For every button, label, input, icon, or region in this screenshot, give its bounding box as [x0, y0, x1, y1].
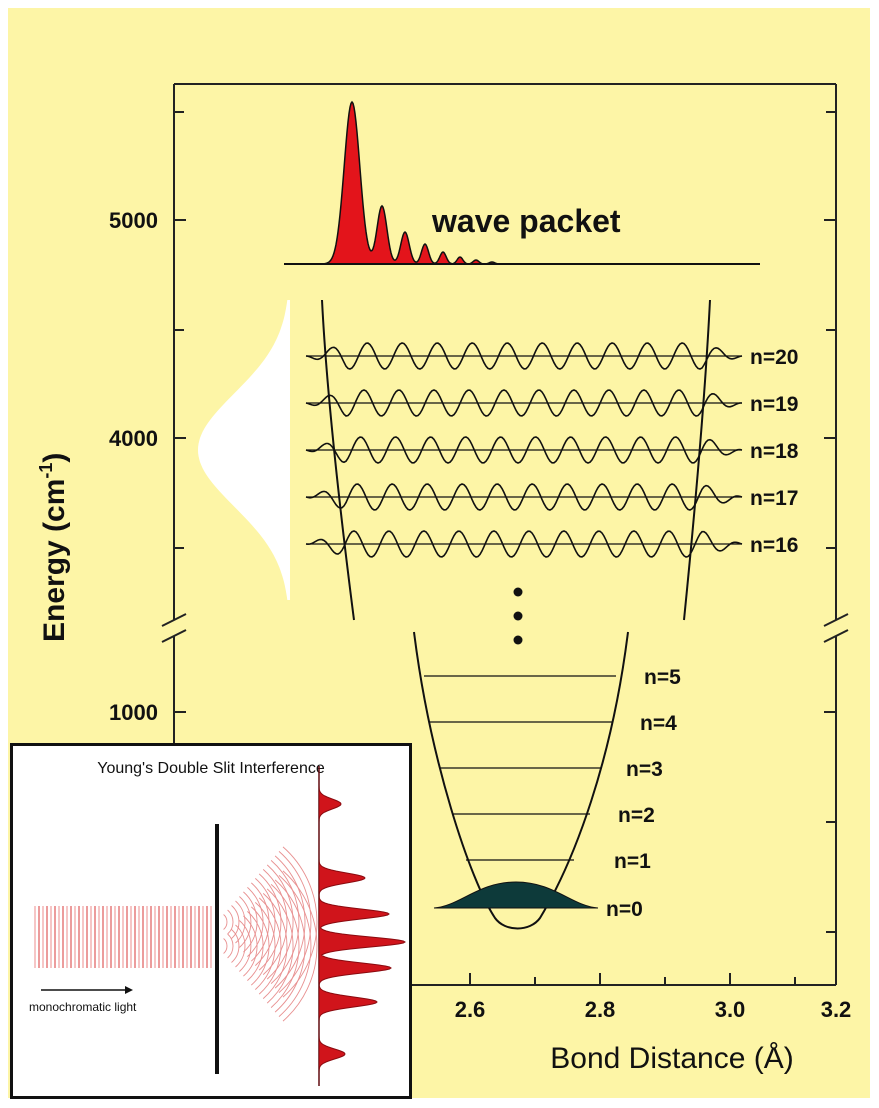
wavefunction-curve [305, 483, 743, 511]
diffraction-arc [243, 915, 258, 977]
level-label: n=19 [750, 393, 798, 416]
level-label: n=0 [606, 898, 643, 921]
diffraction-arc [278, 875, 312, 1017]
diffraction-arc [270, 860, 300, 984]
diffraction-arc [231, 905, 240, 939]
diffraction-arc [223, 938, 228, 954]
upper-potential-right-wall [683, 299, 711, 621]
double-slit-inset: Young's Double Slit Interference monochr… [10, 743, 412, 1099]
level-label: n=3 [626, 758, 663, 781]
wavefunction-curve [305, 389, 742, 417]
diffraction-arc [274, 879, 306, 1013]
ellipsis-dots [513, 587, 523, 645]
diffraction-arc [223, 914, 228, 930]
x-tick-label: 2.8 [585, 997, 616, 1022]
level-label: n=4 [640, 712, 677, 735]
y-tick-label: 4000 [109, 426, 158, 451]
diffraction-arc [258, 873, 282, 971]
diffraction-arc [266, 864, 294, 980]
level-label: n=1 [614, 850, 651, 873]
level-label: n=5 [644, 666, 681, 689]
diffraction-arc [258, 897, 282, 995]
white-gaussian-envelope [198, 300, 290, 600]
inset-title: Young's Double Slit Interference [97, 760, 325, 777]
y-tick-marks [174, 111, 836, 933]
diffraction-arc [282, 870, 318, 1022]
level-label: n=16 [750, 534, 798, 557]
diffraction-arc [227, 933, 234, 959]
monochromatic-light-label: monochromatic light [29, 1000, 137, 1014]
diffraction-arc [255, 902, 276, 990]
arrow-head [125, 986, 133, 994]
diffraction-arc [251, 906, 270, 986]
x-tick-label: 3.2 [821, 997, 852, 1022]
wavefunction-curve [305, 342, 743, 370]
diffraction-arc [251, 882, 270, 962]
x-tick-label: 2.6 [455, 997, 486, 1022]
wave-packet-curve [284, 100, 760, 265]
diffraction-arc [239, 920, 252, 972]
diffraction-arc [262, 893, 288, 999]
lower-energy-levels: n=5 n=4 n=3 n=2 n=1 n=0 [424, 666, 681, 921]
axis-break-right [823, 613, 849, 643]
x-axis-title: Bond Distance (Å) [550, 1042, 793, 1075]
interference-fringes [318, 766, 406, 1086]
diffraction-arc [255, 878, 276, 966]
y-axis-title: Energy (cm-1) [36, 453, 71, 642]
upper-potential-left-wall [321, 299, 355, 621]
incident-wavefronts [34, 906, 212, 968]
diffracted-wavefronts [223, 846, 318, 1022]
upper-energy-levels: n=20 n=19 n=18 n=17 n=16 [305, 342, 799, 558]
x-tick-label: 3.0 [715, 997, 746, 1022]
ground-state-density [433, 881, 599, 909]
axis-break-left [161, 613, 187, 643]
wave-packet-label: wave packet [431, 203, 621, 239]
wavefunction-curve [305, 436, 743, 464]
diffraction-arc [266, 888, 294, 1004]
diffraction-arc [235, 924, 246, 968]
level-label: n=17 [750, 487, 798, 510]
diffraction-arc [243, 891, 258, 953]
level-label: n=2 [618, 804, 655, 827]
diffraction-arc [231, 929, 240, 963]
y-tick-label: 1000 [109, 700, 158, 725]
diffraction-arc [270, 884, 300, 1008]
diffraction-arc [239, 896, 252, 948]
wavefunction-curve [305, 530, 743, 558]
x-tick-marks [469, 973, 796, 985]
y-tick-label: 5000 [109, 208, 158, 233]
lower-potential-well [413, 631, 629, 930]
level-label: n=18 [750, 440, 799, 463]
diffraction-arc [235, 900, 246, 944]
double-slit-diagram [34, 766, 406, 1086]
diffraction-arc [262, 869, 288, 975]
level-label: n=20 [750, 346, 798, 369]
diffraction-arc [227, 909, 234, 935]
diffraction-arc [247, 911, 264, 981]
diffraction-arc [247, 887, 264, 957]
